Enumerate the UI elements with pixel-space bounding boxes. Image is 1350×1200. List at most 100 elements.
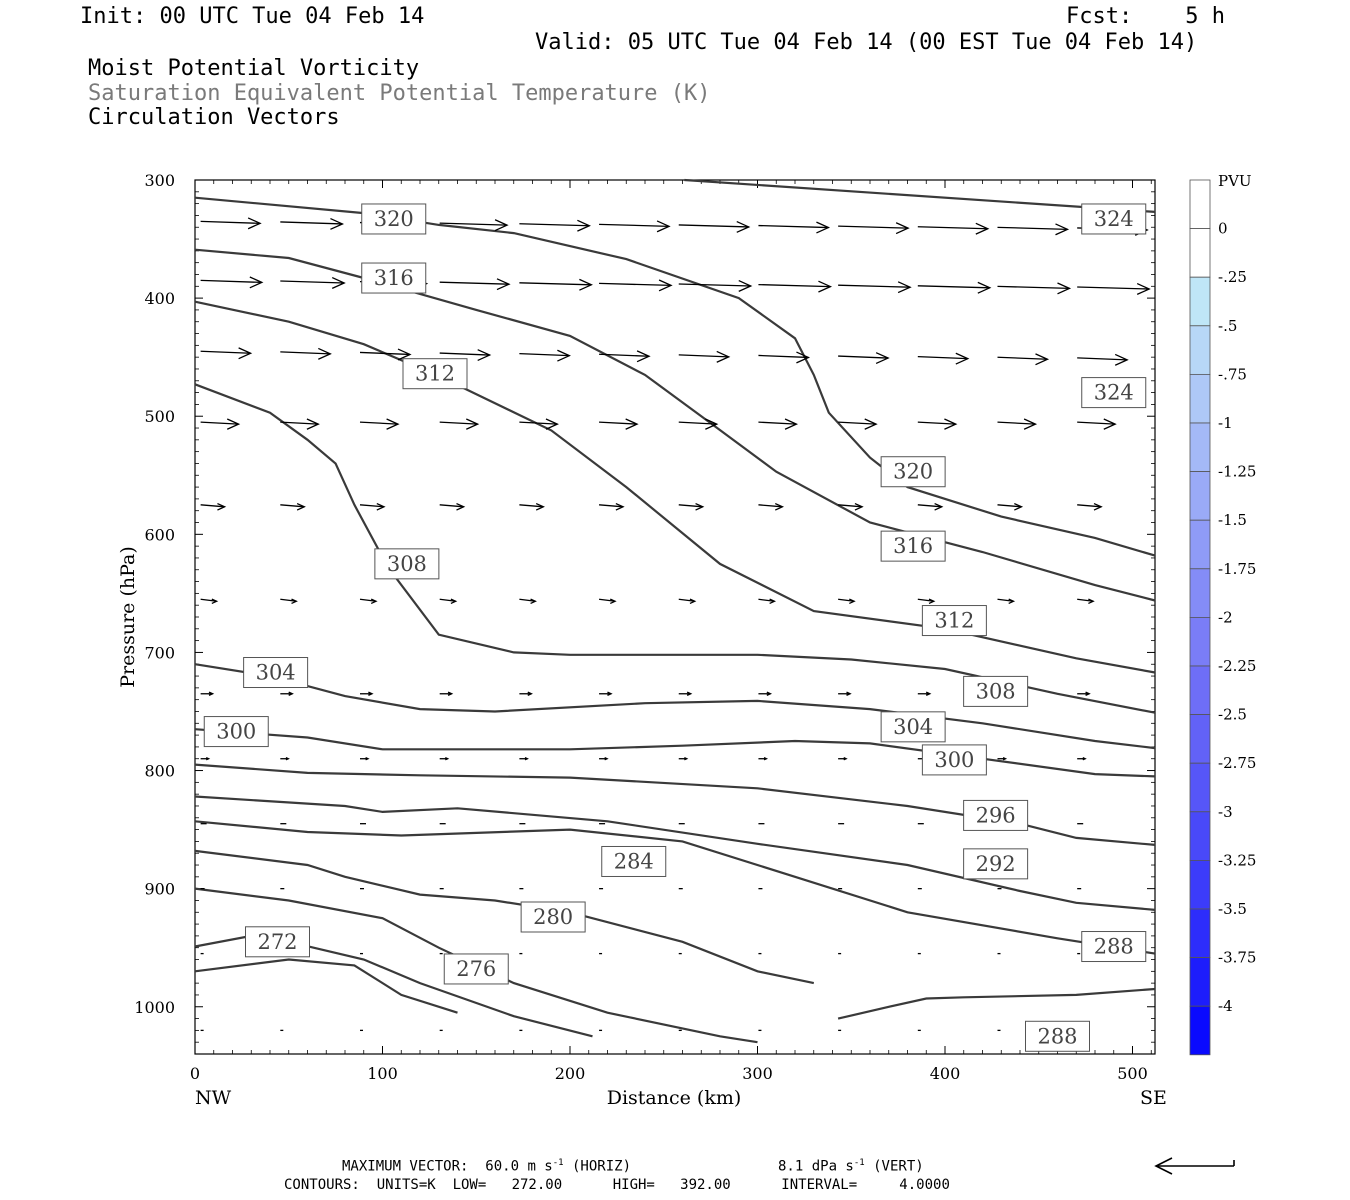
forecast-hour: Fcst: 5 h <box>1066 4 1225 29</box>
x-tick-label: 100 <box>367 1064 398 1083</box>
contour-label: 300 <box>921 744 987 776</box>
vert-value: 8.1 dPa s <box>778 1158 854 1175</box>
circulation-vector <box>200 217 262 230</box>
circulation-vector <box>997 502 1024 511</box>
contour-label: 316 <box>880 530 946 562</box>
contour-label: 320 <box>880 456 946 488</box>
colorbar-swatch <box>1189 665 1211 715</box>
endpoint-se: SE <box>1140 1087 1167 1109</box>
svg-text:308: 308 <box>387 552 427 576</box>
contour-label: 288 <box>1025 1020 1090 1052</box>
reference-vector-arrow-icon <box>1154 1157 1235 1175</box>
circulation-vector <box>678 350 731 363</box>
max-vector-info: MAXIMUM VECTOR: 60.0 m s-1 (HORIZ) <box>342 1158 631 1175</box>
field-title-vectors: Circulation Vectors <box>88 105 340 130</box>
svg-text:324: 324 <box>1094 207 1134 231</box>
circulation-vector <box>838 418 878 430</box>
circulation-vector <box>1077 598 1095 605</box>
circulation-vector <box>359 348 412 361</box>
circulation-vector <box>359 598 378 605</box>
y-tick-label: 800 <box>144 762 175 781</box>
circulation-vector <box>758 598 777 605</box>
circulation-vector <box>997 223 1070 236</box>
circulation-vector <box>200 691 215 696</box>
circulation-vector <box>439 757 450 761</box>
circulation-vector <box>917 352 970 365</box>
svg-text:284: 284 <box>614 849 654 873</box>
colorbar-swatch <box>1189 373 1211 424</box>
contour-line-316 <box>194 248 1156 602</box>
contour-label: 276 <box>443 953 509 985</box>
circulation-vector <box>997 282 1072 295</box>
contour-label: 280 <box>520 901 586 933</box>
svg-text:272: 272 <box>257 930 297 954</box>
colorbar-label: 0 <box>1218 220 1228 238</box>
contour-line-308 <box>194 383 1156 714</box>
field-title-theta-es: Saturation Equivalent Potential Temperat… <box>88 81 711 106</box>
circulation-vector <box>280 418 320 430</box>
colorbar-label: -3 <box>1218 803 1233 821</box>
svg-text:288: 288 <box>1094 935 1134 959</box>
colorbar-label: -1.75 <box>1218 560 1256 578</box>
colorbar-title: PVU <box>1218 172 1252 190</box>
y-tick-label: 400 <box>144 289 175 308</box>
circulation-vectors <box>200 217 1151 1032</box>
circulation-vector <box>917 502 944 511</box>
endpoint-nw: NW <box>195 1087 232 1109</box>
circulation-vector <box>838 281 912 294</box>
colorbar-swatch <box>1189 762 1211 813</box>
circulation-vector <box>200 757 211 761</box>
y-axis-label: Pressure (hPa) <box>117 546 139 688</box>
y-tick-label: 900 <box>144 880 175 899</box>
contour-label: 308 <box>963 675 1029 707</box>
colorbar-label: -4 <box>1218 997 1233 1015</box>
vert-unit: (VERT) <box>864 1158 924 1175</box>
circulation-vector <box>917 418 958 430</box>
contour-label: 300 <box>203 716 269 748</box>
colorbar-swatch <box>1189 422 1211 472</box>
colorbar-swatch <box>1189 908 1211 958</box>
circulation-vector <box>200 418 241 430</box>
contour-line-312 <box>194 300 1156 674</box>
colorbar-swatch <box>1189 325 1211 375</box>
circulation-vector <box>997 353 1050 366</box>
circulation-vector <box>439 219 509 232</box>
circulation-vector <box>678 502 705 511</box>
contour-label: 288 <box>1081 931 1147 963</box>
svg-text:316: 316 <box>374 266 414 290</box>
axis-ticks: 0 100 200 300 400 500 300 400 500 600 700 800 900 100… <box>134 171 1155 1083</box>
colorbar-swatch <box>1189 471 1211 521</box>
circulation-vector <box>838 691 852 696</box>
circulation-vector <box>200 276 264 289</box>
circulation-vector <box>519 219 591 232</box>
circulation-vector <box>917 222 990 235</box>
circulation-vector <box>997 418 1038 430</box>
svg-text:300: 300 <box>216 720 256 744</box>
contour-line-300 <box>194 728 1156 778</box>
contour-line-272 <box>194 958 458 1014</box>
circulation-vector <box>439 278 511 291</box>
svg-text:280: 280 <box>533 905 573 929</box>
field-title-mpv: Moist Potential Vorticity <box>88 56 420 81</box>
contour-line-304 <box>194 663 1156 750</box>
circulation-vector <box>1077 282 1151 295</box>
vert-exponent: -1 <box>853 1158 865 1168</box>
contour-label: 272 <box>245 926 310 958</box>
colorbar-swatch <box>1189 179 1211 229</box>
circulation-vector <box>1077 418 1117 430</box>
x-tick-label: 500 <box>1117 1064 1148 1083</box>
circulation-vector <box>439 598 458 605</box>
init-time: Init: 00 UTC Tue 04 Feb 14 <box>80 4 425 29</box>
circulation-vector <box>838 352 890 365</box>
circulation-vector <box>758 757 769 761</box>
contour-label: 312 <box>402 358 468 390</box>
circulation-vector <box>917 691 932 696</box>
valid-time: Valid: 05 UTC Tue 04 Feb 14 (00 EST Tue … <box>535 30 1198 55</box>
contour-label: 284 <box>601 845 667 877</box>
circulation-vector <box>678 598 697 605</box>
y-tick-label: 300 <box>144 171 175 190</box>
contour-label: 312 <box>921 605 987 637</box>
colorbar-swatch <box>1189 276 1211 327</box>
colorbar-swatch <box>1189 568 1211 618</box>
